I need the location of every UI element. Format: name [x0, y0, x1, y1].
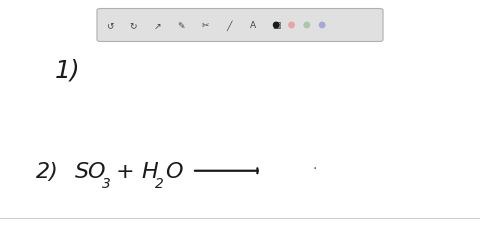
Ellipse shape [319, 23, 325, 29]
Text: +: + [115, 161, 134, 181]
Text: ▨: ▨ [272, 21, 281, 30]
Text: 2: 2 [155, 176, 164, 190]
Text: 1): 1) [55, 58, 81, 82]
Ellipse shape [289, 23, 294, 29]
Text: O: O [166, 161, 183, 181]
Text: ·: · [312, 162, 317, 176]
Text: 3: 3 [102, 176, 110, 190]
Text: O: O [87, 161, 105, 181]
Text: 2): 2) [36, 161, 59, 181]
Text: S: S [74, 161, 88, 181]
Text: ↺: ↺ [106, 21, 113, 30]
Text: H: H [142, 161, 158, 181]
FancyBboxPatch shape [97, 9, 383, 42]
Text: ╱: ╱ [226, 21, 231, 31]
Text: ↻: ↻ [130, 21, 137, 30]
Text: ↗: ↗ [154, 21, 161, 30]
Ellipse shape [304, 23, 310, 29]
Text: ✎: ✎ [177, 21, 185, 30]
Text: ✂: ✂ [201, 21, 209, 30]
Ellipse shape [274, 23, 279, 29]
Text: A: A [250, 21, 256, 30]
